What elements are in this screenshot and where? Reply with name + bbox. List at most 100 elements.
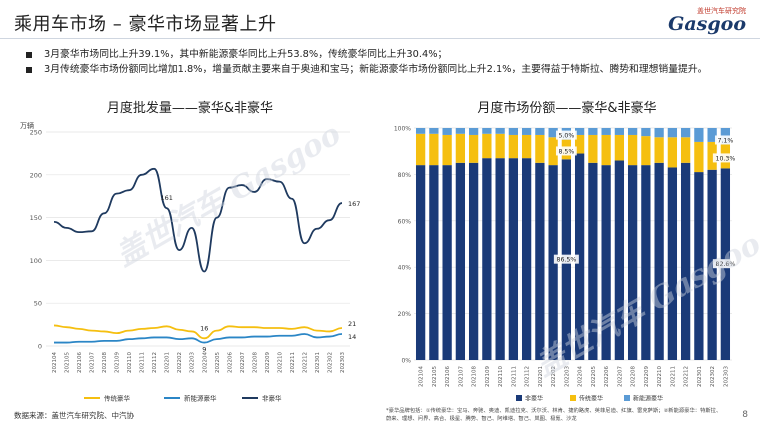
y-tick-label: 100%	[394, 126, 411, 133]
x-tick-label: 202208	[252, 352, 258, 373]
data-label: 7.1%	[718, 137, 734, 144]
y-tick-label: 0	[38, 343, 42, 351]
bar-segment	[574, 134, 585, 154]
x-tick-label: 202212	[684, 366, 690, 387]
bar-segment	[627, 128, 638, 135]
page-title: 乘用车市场 – 豪华市场显著上升	[14, 14, 277, 35]
bullet-item: 3月传统豪华市场份额同比增加1.8%，增量贡献主要来自于奥迪和宝马；新能源豪华市…	[26, 63, 736, 77]
bar-segment	[601, 128, 611, 135]
x-tick-label: 202206	[227, 352, 233, 373]
bar-segment	[495, 128, 505, 134]
bar-segment	[680, 137, 691, 163]
bar-segment	[415, 128, 426, 134]
legend-swatch	[570, 395, 576, 401]
x-tick-label: 202107	[458, 366, 464, 387]
x-tick-label: 202201	[538, 366, 544, 387]
data-label: 5.0%	[559, 133, 575, 140]
x-tick-label: 202204	[202, 352, 208, 373]
bar-segment	[495, 158, 505, 360]
bar-segment	[442, 165, 452, 360]
y-tick-label: 100	[30, 257, 42, 265]
x-tick-label: 202209	[644, 366, 650, 387]
series-line	[53, 324, 343, 340]
bar-segment	[707, 141, 717, 170]
y-tick-label: 0%	[401, 358, 411, 365]
x-tick-label: 202207	[240, 352, 246, 373]
data-label: 21	[348, 320, 356, 328]
bar-segment	[707, 169, 717, 360]
bar-segment	[694, 141, 704, 173]
logo-subtitle: 盖世汽车研究院	[697, 7, 746, 15]
bar-segment	[535, 162, 545, 360]
series-line	[53, 167, 343, 273]
bar-segment	[429, 133, 439, 166]
y-tick-label: 250	[30, 129, 42, 137]
y-tick-label: 150	[30, 214, 42, 222]
bar-segment	[521, 134, 532, 159]
bar-segment	[614, 160, 625, 360]
bar-segment	[442, 128, 452, 135]
bar-segment	[482, 158, 492, 360]
bar-segment	[574, 153, 585, 360]
x-tick-label: 202303	[340, 352, 346, 373]
x-tick-label: 202211	[290, 352, 296, 373]
x-tick-label: 202110	[127, 352, 133, 373]
x-tick-label: 202210	[657, 366, 663, 387]
bar-segment	[588, 128, 598, 135]
bar-segment	[641, 165, 651, 360]
data-label-bg	[712, 259, 738, 269]
x-tick-label: 202301	[315, 352, 321, 373]
data-label: 86.5%	[557, 257, 577, 264]
legend-label: 传统豪华	[104, 394, 131, 403]
x-tick-label: 202112	[525, 366, 531, 387]
title-divider	[0, 38, 760, 39]
bar-segment	[442, 134, 452, 166]
legend-swatch	[516, 395, 522, 401]
bar-segment	[548, 165, 558, 360]
page-number: 8	[742, 410, 748, 420]
bar-segment	[455, 162, 466, 360]
bar-segment	[654, 137, 664, 163]
x-tick-label: 202210	[277, 352, 283, 373]
bar-segment	[694, 128, 704, 142]
y-tick-label: 40%	[398, 265, 412, 272]
x-tick-label: 202108	[472, 366, 478, 387]
bar-segment	[468, 162, 479, 360]
bar-segment	[707, 128, 717, 142]
data-source: 数据来源：盖世汽车研究院、中汽协	[14, 411, 134, 420]
bar-segment	[455, 128, 466, 134]
bar-chart: 0% 20% 40% 60% 80% 100% 202104 202105 202106 2021…	[394, 126, 738, 403]
x-tick-label: 202206	[604, 366, 610, 387]
bar-segment	[641, 136, 651, 166]
bar-segment	[548, 137, 558, 166]
x-tick-label: 202109	[485, 366, 491, 387]
bar-segment	[508, 158, 519, 360]
data-label: 10.3%	[716, 155, 736, 162]
bar-segment	[627, 165, 638, 360]
bar-segment	[535, 128, 545, 135]
data-label-bg	[553, 254, 579, 264]
x-tick-label: 202302	[327, 352, 333, 373]
legend-label: 非豪华	[262, 394, 282, 403]
bar-segment	[429, 165, 439, 360]
x-tick-label: 202106	[77, 352, 83, 373]
x-tick-label: 202207	[617, 366, 623, 387]
line-chart: 万辆 0 50 100 150 200 250 202104 202105 202106 20210…	[20, 121, 360, 403]
data-label: 14	[348, 333, 356, 341]
bar-segment	[588, 162, 598, 360]
x-tick-label: 202202	[551, 366, 557, 387]
bar-segment	[482, 133, 492, 159]
bar-segment	[521, 158, 532, 360]
bar-segment	[667, 128, 678, 138]
y-axis-label: 万辆	[20, 121, 34, 130]
x-tick-label: 202204	[578, 366, 584, 387]
bar-segment	[601, 134, 611, 166]
bar-segment	[455, 133, 466, 163]
gasgoo-logo: 盖世汽车研究院 Gasgoo	[656, 6, 746, 35]
bar-segment	[574, 128, 585, 135]
line-chart-title: 月度批发量——豪华&非豪华	[106, 101, 274, 116]
bar-chart-title: 月度市场份额——豪华&非豪华	[477, 101, 657, 116]
bar-segment	[482, 128, 492, 134]
bar-segment	[588, 134, 598, 163]
x-tick-label: 202301	[697, 366, 703, 387]
